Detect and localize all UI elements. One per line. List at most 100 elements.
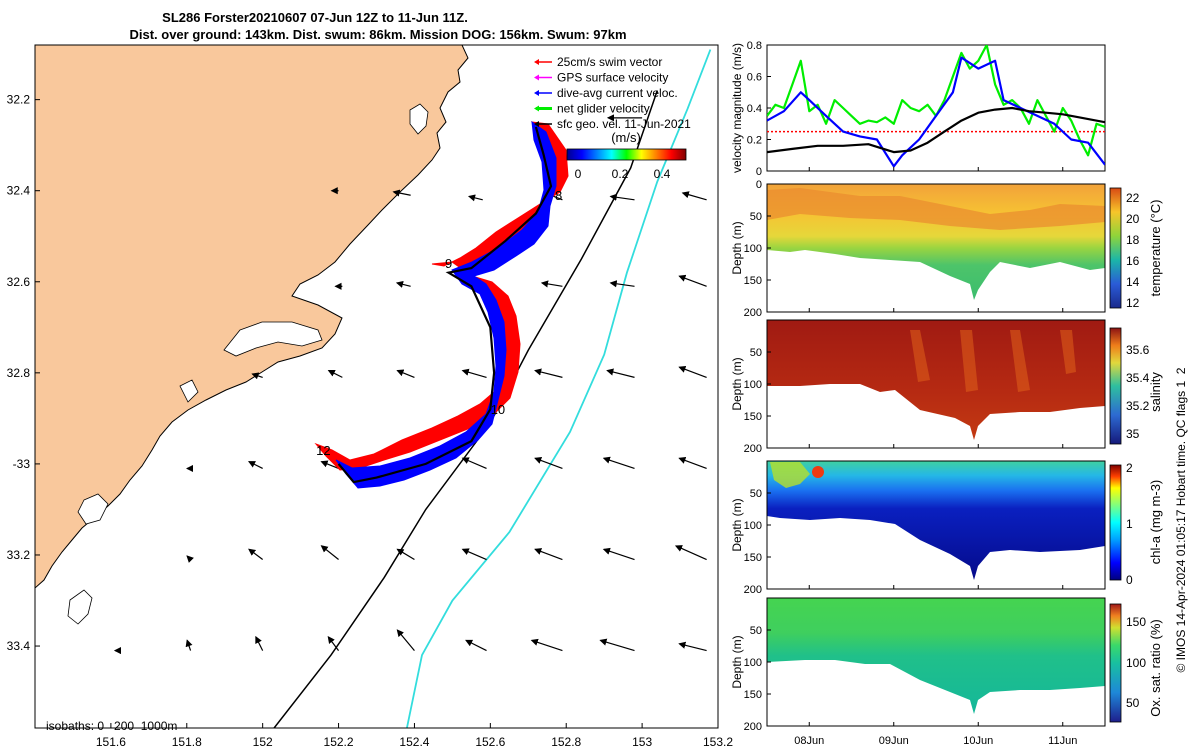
temperature-cbar-tick: 18 — [1126, 233, 1140, 247]
map-x-tick-label: 152.2 — [324, 735, 354, 749]
velocity-y-axis: 0 0.2 0.4 0.6 0.8 — [747, 40, 771, 178]
chla-y-axis: 50 100 150 200 — [744, 488, 771, 596]
velocity-y-tick-label: 0 — [756, 166, 762, 178]
legend-item-label: 25cm/s swim vector — [557, 55, 662, 69]
geo-vector-arrow — [678, 365, 707, 378]
temperature-cbar-tick: 22 — [1126, 191, 1140, 205]
geo-vector-arrow — [327, 636, 340, 651]
geo-vector-arrow — [185, 639, 193, 651]
depth-tick-label: 150 — [744, 411, 762, 423]
chla-maximum — [812, 466, 824, 478]
depth-tick-label: 50 — [750, 211, 762, 223]
temperature-warm-patch — [767, 188, 1105, 230]
geo-vector-arrow — [609, 280, 635, 288]
oxygen-field — [767, 598, 1105, 714]
geo-vector-arrow — [251, 372, 263, 380]
chla-surface-bloom — [770, 462, 810, 488]
lake-macquarie — [67, 589, 93, 625]
legend-item-label: GPS surface velocity — [557, 71, 668, 85]
depth-tick-label: 50 — [750, 625, 762, 637]
depth-tick-label: 100 — [744, 379, 762, 391]
isobath-label: isobaths: 0 200 1000m — [46, 719, 177, 733]
velocity-y-tick-label: 0.4 — [747, 103, 762, 115]
velocity-ylabel: velocity magnitude (m/s) — [730, 43, 744, 173]
temperature-panel: 0 50 100 150 200 Depth (m) 22 20 18 16 1… — [730, 179, 1163, 319]
depth-tick-label: 200 — [744, 443, 762, 455]
geo-vector-arrow — [606, 368, 635, 378]
depth-tick-label: 50 — [750, 488, 762, 500]
map-y-tick-label: 32.8 — [7, 366, 31, 380]
salinity-colorbar — [1109, 327, 1122, 445]
geo-vector-arrow — [540, 280, 563, 288]
map-legend: 25cm/s swim vector GPS surface velocitydi… — [534, 55, 691, 131]
geo-vector-arrow — [186, 555, 194, 563]
map-x-tick-label: 152 — [253, 735, 273, 749]
legend-swatch-head — [534, 121, 539, 127]
temperature-cbar-tick: 16 — [1126, 254, 1140, 268]
map-x-tick-label: 152.8 — [551, 735, 581, 749]
oxygen-colorbar-ticks: 150 100 50 — [1126, 615, 1146, 710]
lake-tuggerah — [77, 493, 109, 525]
map-y-tick-label: 32.6 — [7, 275, 31, 289]
geo-vector-arrow — [247, 461, 263, 469]
geo-vector-field — [113, 114, 707, 655]
time-x-axis: 08Jun 09Jun 10Jun 11Jun — [794, 167, 1077, 747]
legend-item-label: sfc geo. vel. 11-Jun-2021 — [557, 117, 691, 131]
salinity-colorbar-label: salinity — [1148, 372, 1163, 412]
map-y-tick-label: 32.4 — [7, 184, 31, 198]
glider-track — [337, 126, 553, 484]
geo-vector-arrow — [320, 460, 339, 470]
map-y-tick-label: 33.4 — [7, 639, 31, 653]
footer-note: © IMOS 14-Apr-2024 01:05:17 Hobart time.… — [1174, 367, 1188, 672]
speed-colorbar-tick: 0.2 — [612, 167, 629, 181]
depth-tick-label: 50 — [750, 347, 762, 359]
depth-tick-label: 150 — [744, 275, 762, 287]
geo-vector-arrow — [678, 456, 707, 470]
day-label: 10 — [491, 402, 505, 417]
chla-colorbar-label: chl-a (mg m-3) — [1148, 480, 1163, 565]
speed-colorbar-tick: 0.4 — [654, 167, 671, 181]
time-tick-label: 11Jun — [1048, 735, 1077, 747]
chla-cbar-tick: 2 — [1126, 461, 1133, 475]
depth-tick-label: 200 — [744, 584, 762, 596]
depth-tick-label: 200 — [744, 307, 762, 319]
velocity-y-tick-label: 0.2 — [747, 135, 762, 147]
chla-colorbar — [1109, 464, 1122, 581]
isobath-1000m — [406, 49, 712, 728]
map-y-tick-label: 33.2 — [7, 548, 31, 562]
map-x-tick-label: 153 — [632, 735, 652, 749]
salinity-panel: 50 100 150 200 Depth (m) 35.6 35.4 35.2 … — [730, 319, 1163, 455]
lake-myall — [223, 321, 323, 357]
depth-tick-label: 100 — [744, 243, 762, 255]
geo-vector-arrow — [534, 368, 563, 378]
depth-tick-label: 150 — [744, 552, 762, 564]
velocity-panel: 0 0.2 0.4 0.6 0.8 velocity magnitude (m/s) — [730, 40, 1106, 178]
depth-tick-label: 200 — [744, 721, 762, 733]
geo-vector-arrow — [678, 641, 707, 652]
day-label: 8 — [555, 188, 562, 203]
geo-vector-arrow — [461, 368, 487, 378]
geo-vector-arrow — [461, 548, 487, 561]
legend-swatch-head — [534, 74, 539, 81]
temperature-colorbar-label: temperature (°C) — [1148, 200, 1163, 297]
geo-vector-arrow — [681, 191, 707, 201]
map-x-tick-label: 151.8 — [172, 735, 202, 749]
day-label: 9 — [445, 256, 452, 271]
map-y-tick-label: -33 — [13, 457, 31, 471]
map-y-tick-label: 32.2 — [7, 93, 31, 107]
salinity-field — [767, 320, 1105, 440]
geo-vector-arrow — [396, 369, 415, 378]
time-tick-label: 10Jun — [963, 735, 993, 747]
oxygen-ylabel: Depth (m) — [730, 635, 744, 688]
legend-swatch-head — [534, 105, 539, 112]
geo-vector-arrow — [534, 548, 563, 561]
temperature-colorbar-ticks: 22 20 18 16 14 12 — [1126, 191, 1140, 310]
temperature-cbar-tick: 14 — [1126, 275, 1140, 289]
geo-vector-arrow — [396, 548, 415, 561]
salinity-y-axis: 50 100 150 200 — [744, 347, 771, 455]
chla-panel: 50 100 150 200 Depth (m) 2 1 0 chl-a (mg… — [730, 460, 1163, 596]
legend-item-label: dive-avg current veloc. — [557, 86, 678, 100]
map-x-tick-label: 153.2 — [703, 735, 733, 749]
temperature-ylabel: Depth (m) — [730, 221, 744, 274]
